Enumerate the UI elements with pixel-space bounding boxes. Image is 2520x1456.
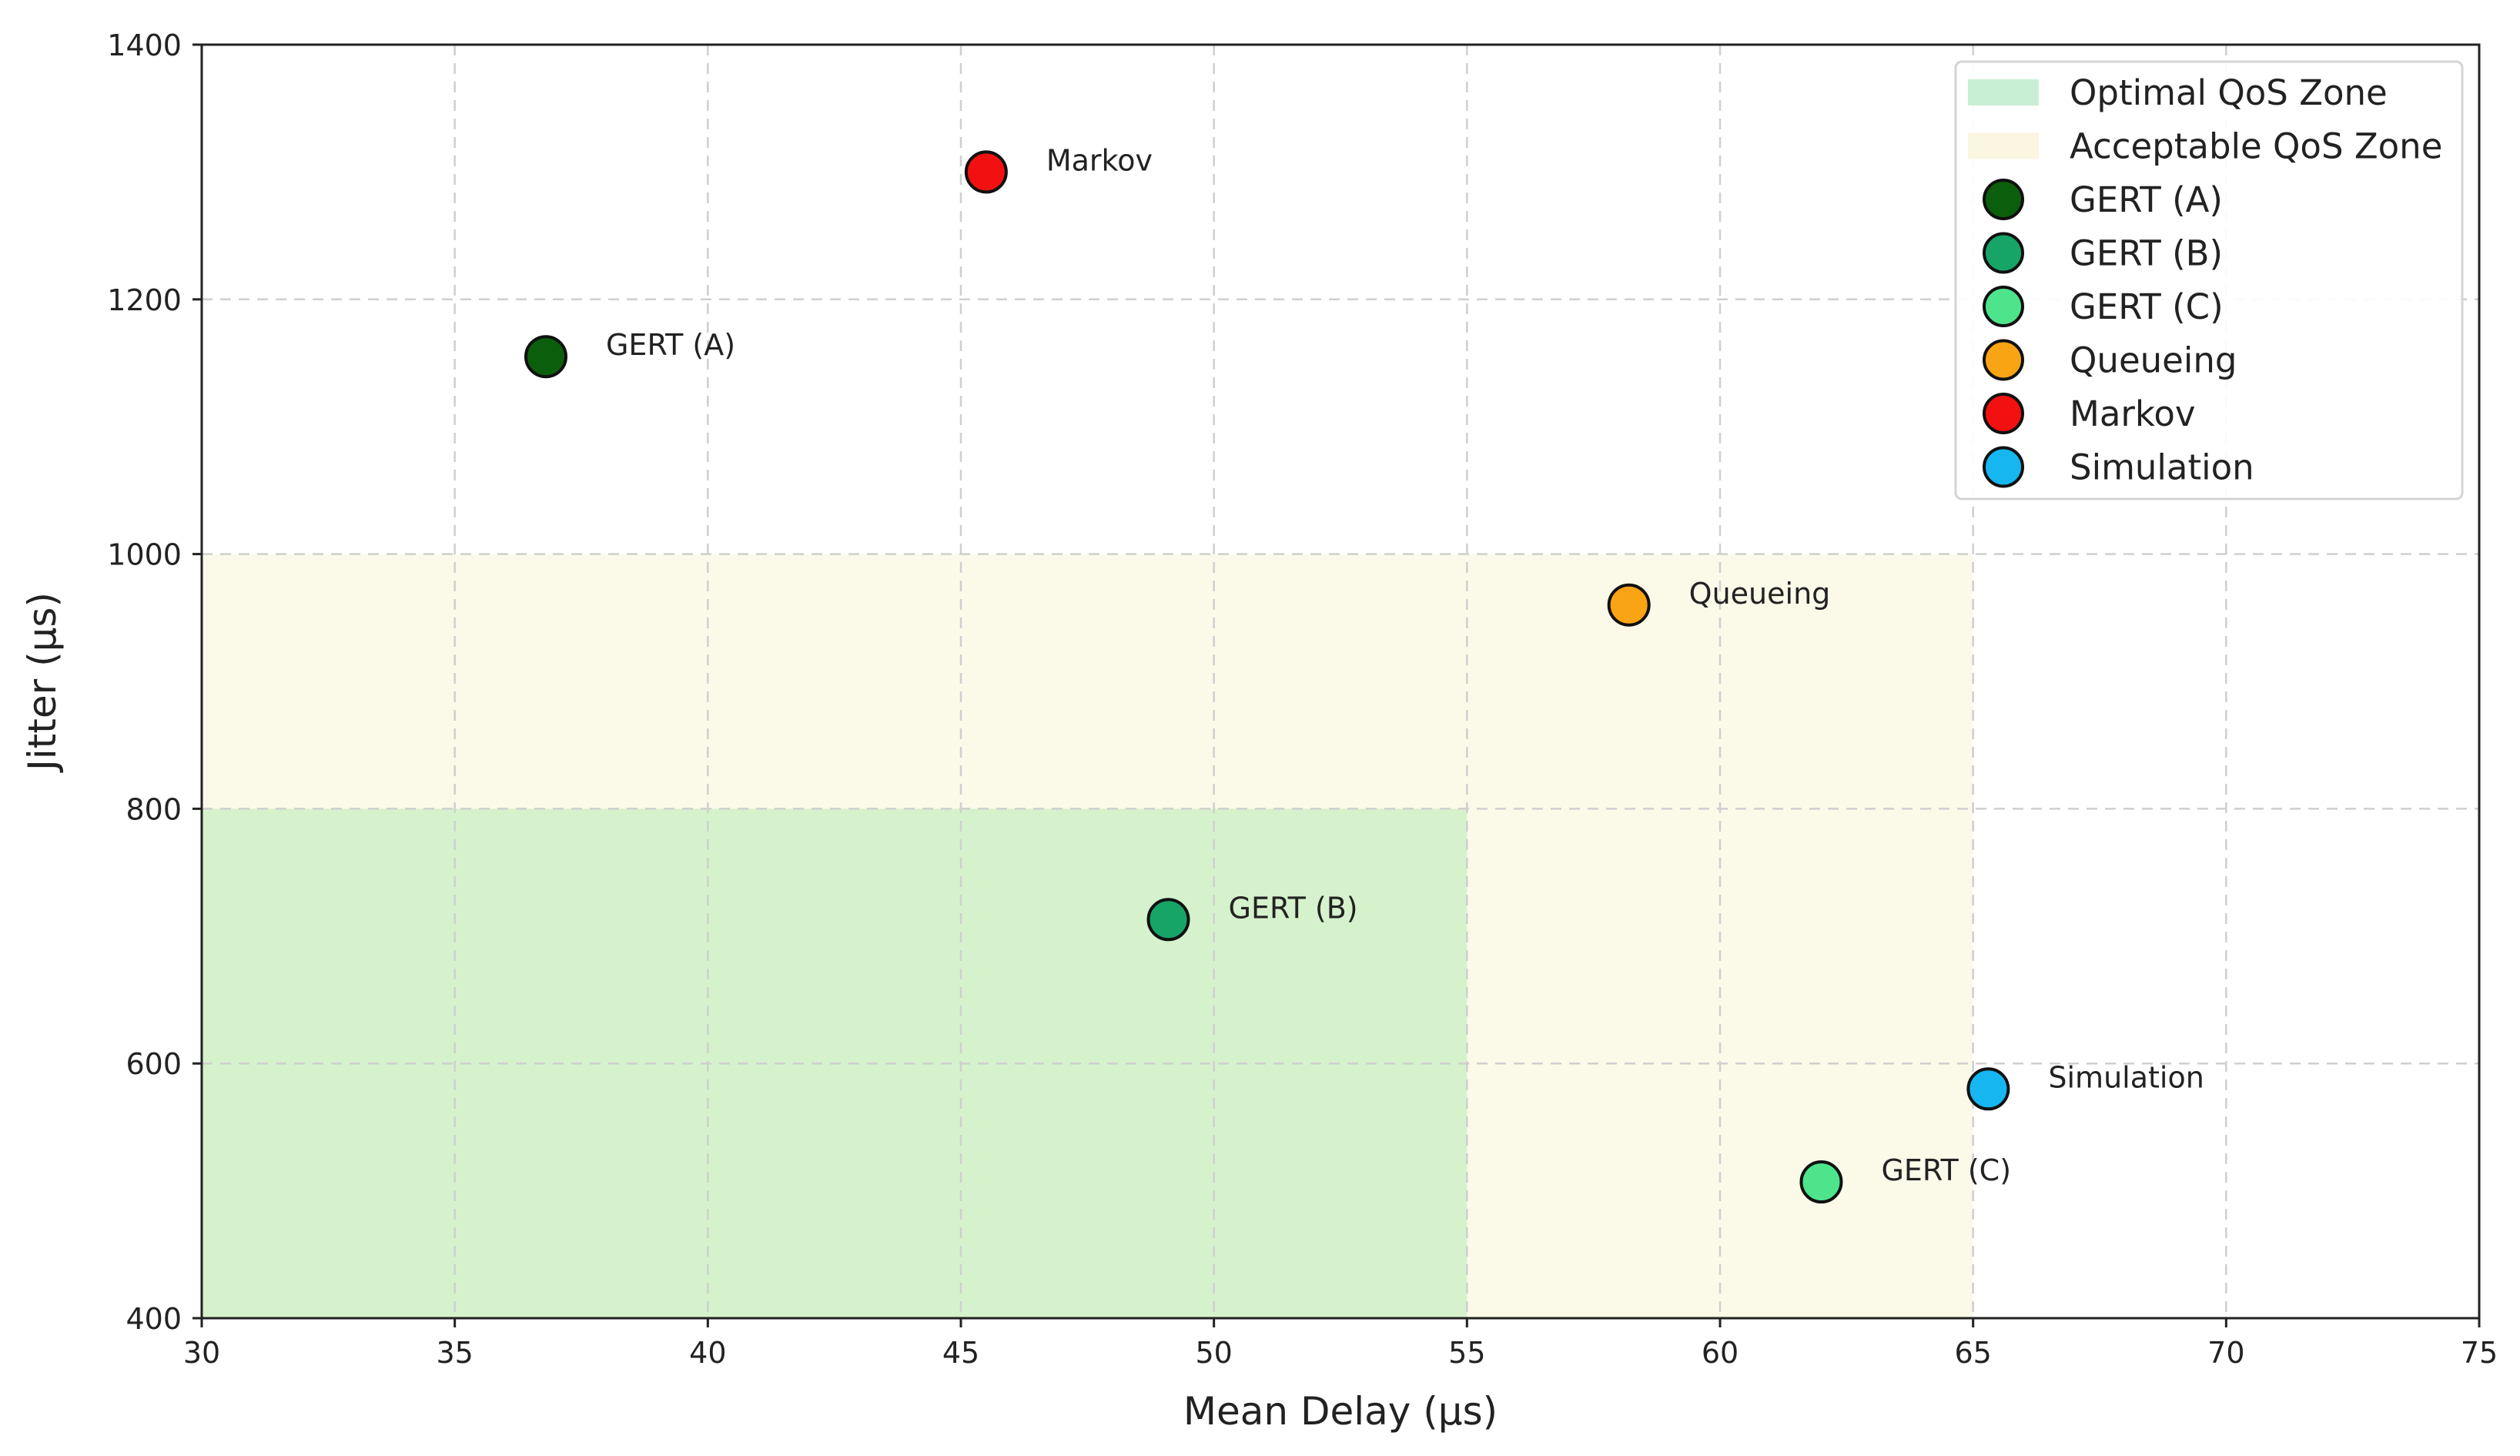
y-tick-label: 1400	[107, 28, 182, 62]
point-gert-c	[1799, 1160, 1843, 1204]
x-tick-label: 30	[183, 1336, 220, 1370]
legend-swatch	[1968, 79, 2039, 105]
point-gert-b	[1146, 898, 1190, 942]
x-tick-label: 35	[436, 1336, 473, 1370]
grid-lines	[202, 45, 2479, 1318]
x-tick-label: 45	[942, 1336, 979, 1370]
point-simulation	[1966, 1067, 2010, 1111]
x-tick-label: 70	[2207, 1336, 2244, 1370]
point-markov	[964, 150, 1008, 194]
y-tick-label: 400	[125, 1302, 182, 1336]
legend-marker	[1983, 232, 2024, 274]
x-tick-label: 75	[2461, 1336, 2498, 1370]
axis-ticks: 30 35 40 45 50 55 60 65 70 75 400 600 800 1000 1200 140…	[107, 28, 2498, 1370]
point-queueing	[1607, 583, 1651, 627]
y-tick-label: 1200	[107, 283, 182, 317]
point-label-markov: Markov	[1046, 143, 1153, 177]
x-tick-label: 40	[689, 1336, 726, 1370]
x-tick-label: 60	[1702, 1336, 1739, 1370]
legend-marker	[1983, 179, 2024, 220]
x-tick-label: 65	[1954, 1336, 1991, 1370]
legend-swatch	[1968, 132, 2039, 159]
y-tick-label: 1000	[107, 538, 182, 572]
x-tick-label: 55	[1448, 1336, 1485, 1370]
legend-label: GERT (B)	[2070, 233, 2223, 274]
legend-label: Markov	[2070, 393, 2196, 434]
data-points: GERT (A) GERT (B) GERT (C) Queueing Markov Si…	[524, 143, 2204, 1204]
y-tick-label: 800	[125, 792, 182, 826]
point-label-queueing: Queueing	[1689, 577, 1831, 611]
x-tick-label: 50	[1195, 1336, 1232, 1370]
point-label-simulation: Simulation	[2048, 1060, 2204, 1094]
legend-label: GERT (C)	[2070, 286, 2224, 327]
legend-box	[1954, 60, 2464, 500]
plot-frame	[200, 43, 2481, 1320]
point-gert-a	[524, 335, 567, 379]
legend: Optimal QoS Zone Acceptable QoS Zone GERT …	[1954, 60, 2464, 500]
legend-marker	[1983, 339, 2024, 381]
legend-label: Acceptable QoS Zone	[2070, 126, 2442, 167]
legend-marker	[1983, 286, 2024, 327]
legend-marker	[1983, 393, 2024, 434]
legend-label: GERT (A)	[2070, 179, 2223, 220]
qos-zones	[202, 554, 1973, 1318]
point-label-gert-a: GERT (A)	[606, 328, 735, 362]
y-axis-label: Jitter (µs)	[20, 592, 65, 773]
legend-label: Optimal QoS Zone	[2070, 72, 2388, 113]
legend-marker	[1983, 446, 2024, 488]
point-label-gert-c: GERT (C)	[1881, 1153, 2011, 1187]
x-axis-label: Mean Delay (µs)	[1183, 1389, 1498, 1434]
legend-label: Simulation	[2070, 447, 2254, 488]
y-tick-label: 600	[125, 1047, 182, 1081]
point-label-gert-b: GERT (B)	[1229, 891, 1358, 925]
legend-label: Queueing	[2070, 340, 2237, 381]
